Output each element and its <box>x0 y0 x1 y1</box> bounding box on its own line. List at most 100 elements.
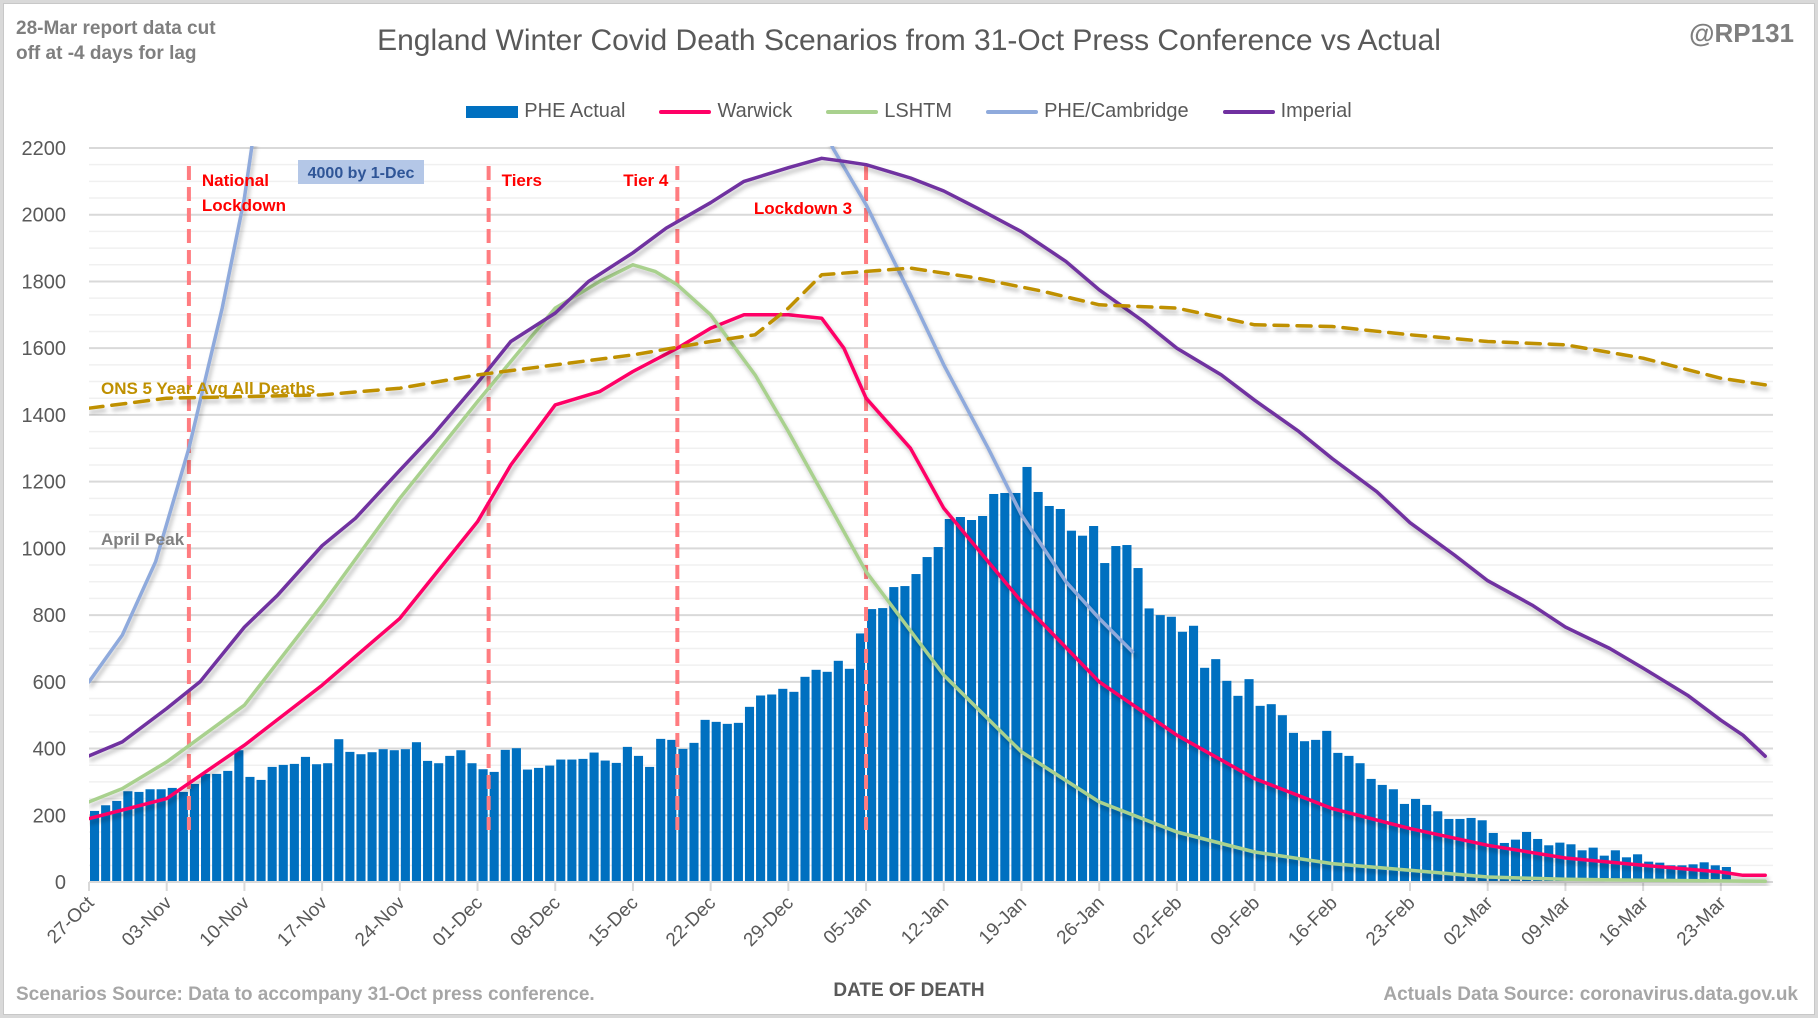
bar-phe-actual <box>1621 857 1632 882</box>
bar-phe-actual <box>756 695 766 882</box>
bar-phe-actual <box>389 750 399 882</box>
bar-phe-actual <box>90 810 100 882</box>
bar-phe-actual <box>189 783 200 882</box>
legend-swatch-lshtm <box>826 109 879 114</box>
bar-phe-actual <box>1022 466 1032 882</box>
bar-phe-actual <box>423 760 433 882</box>
line-phe-cambridge <box>89 146 254 684</box>
bar-phe-actual <box>478 769 488 882</box>
bar-phe-actual <box>1244 679 1254 882</box>
bar-phe-actual <box>1277 715 1287 882</box>
bar-phe-actual <box>467 763 477 882</box>
bar-phe-actual <box>201 773 211 882</box>
bar-phe-actual <box>989 493 999 882</box>
bar-phe-actual <box>1188 625 1199 882</box>
bar-phe-actual <box>522 769 533 882</box>
bar-phe-actual <box>1655 862 1665 882</box>
line-warwick <box>89 313 1767 878</box>
bar-phe-actual <box>1433 811 1443 882</box>
bar-phe-actual <box>1144 608 1154 882</box>
bar-phe-actual <box>1222 680 1232 882</box>
x-axis: 27-Oct 03-Nov 10-Nov 17-Nov 24-Nov 01-Dec 08-D… <box>43 881 1773 951</box>
event-label-tiers: Tiers <box>502 171 542 190</box>
bar-phe-actual <box>1522 831 1532 882</box>
y-tick-label: 1200 <box>22 472 67 494</box>
bar-phe-actual <box>933 547 943 882</box>
bar-phe-actual <box>855 633 866 882</box>
legend-item-phe-actual: PHE Actual <box>466 100 625 123</box>
legend-label: LSHTM <box>884 100 953 122</box>
legend: PHE Actual Warwick LSHTM PHE/Cambridge I… <box>0 100 1818 123</box>
bar-phe-actual <box>822 671 832 882</box>
bar-phe-actual <box>867 609 877 882</box>
bar-phe-actual <box>511 748 521 882</box>
y-tick-label: 1400 <box>22 405 67 427</box>
x-tick-label: 08-Dec <box>507 893 565 951</box>
bar-phe-actual <box>545 765 555 882</box>
x-tick-label: 12-Jan <box>897 893 953 949</box>
bar-phe-actual <box>978 516 988 882</box>
bar-phe-actual <box>1555 842 1565 882</box>
bar-phe-actual <box>645 766 655 882</box>
legend-swatch-warwick <box>659 109 712 114</box>
bar-phe-actual <box>145 789 155 882</box>
bar-phe-actual <box>811 669 821 882</box>
bar-phe-actual <box>434 763 444 882</box>
bar-phe-actual <box>256 779 266 882</box>
bar-phe-actual <box>356 754 366 882</box>
event-label-tier-4: Tier 4 <box>623 171 669 190</box>
bar-phe-actual <box>922 557 932 882</box>
bar-phe-actual <box>656 738 666 882</box>
bar-phe-actual <box>1610 850 1620 882</box>
line-lshtm <box>89 263 1767 884</box>
bar-phe-actual <box>1155 615 1165 882</box>
bar-phe-actual <box>1544 845 1554 882</box>
bar-phe-actual <box>1311 739 1321 882</box>
y-tick-label: 2000 <box>22 205 67 227</box>
bar-phe-actual <box>1499 842 1509 882</box>
bar-phe-actual <box>1077 535 1088 882</box>
bar-phe-actual <box>1055 508 1065 882</box>
bar-phe-actual <box>101 805 111 882</box>
bar-phe-actual <box>167 787 177 882</box>
bar-phe-actual <box>289 763 299 882</box>
bar-phe-actual <box>134 791 144 882</box>
y-tick-label: 0 <box>55 872 66 894</box>
line-imperial <box>89 156 1767 758</box>
bar-phe-actual <box>1166 616 1176 882</box>
bar-phe-actual <box>1000 492 1010 882</box>
y-tick-label: 2200 <box>22 138 67 160</box>
bar-phe-actual <box>600 760 610 882</box>
bar-phe-actual <box>1488 832 1498 882</box>
scenarios-source: Scenarios Source: Data to accompany 31-O… <box>16 984 595 1005</box>
bar-phe-actual <box>445 755 455 882</box>
y-tick-label: 200 <box>33 805 66 827</box>
bar-phe-actual <box>1122 545 1132 882</box>
bar-phe-actual <box>744 706 755 882</box>
x-tick-label: 29-Dec <box>740 893 798 951</box>
bar-phe-actual <box>833 660 843 882</box>
bar-phe-actual <box>334 739 344 882</box>
x-tick-label: 26-Jan <box>1053 893 1109 949</box>
bar-phe-actual <box>889 587 899 882</box>
bar-phe-actual <box>500 749 510 882</box>
bar-phe-actual <box>700 719 710 882</box>
bar-phe-actual <box>1588 847 1598 882</box>
bar-phe-actual <box>212 773 222 882</box>
bar-phe-actual <box>1577 850 1587 882</box>
x-tick-label: 02-Feb <box>1129 893 1186 950</box>
x-tick-label: 22-Dec <box>662 893 720 951</box>
bar-phe-actual <box>955 517 965 882</box>
legend-item-phe-cambridge: PHE/Cambridge <box>986 100 1189 123</box>
bar-phe-actual <box>312 764 322 882</box>
legend-item-imperial: Imperial <box>1222 100 1352 123</box>
bar-phe-actual <box>267 766 277 882</box>
bar-phe-actual <box>733 722 743 882</box>
bar-phe-actual <box>1333 752 1343 882</box>
bar-phe-actual <box>156 789 166 882</box>
bar-phe-actual <box>1510 839 1521 882</box>
bar-phe-actual <box>112 800 122 882</box>
legend-label: PHE Actual <box>524 100 626 122</box>
bar-phe-actual <box>1066 530 1076 882</box>
x-tick-label: 09-Feb <box>1207 893 1264 950</box>
